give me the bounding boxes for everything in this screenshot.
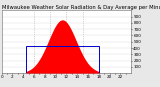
Text: Milwaukee Weather Solar Radiation & Day Average per Minute W/m² (Today): Milwaukee Weather Solar Radiation & Day … (2, 5, 160, 10)
Bar (26, 46, 99, 73)
